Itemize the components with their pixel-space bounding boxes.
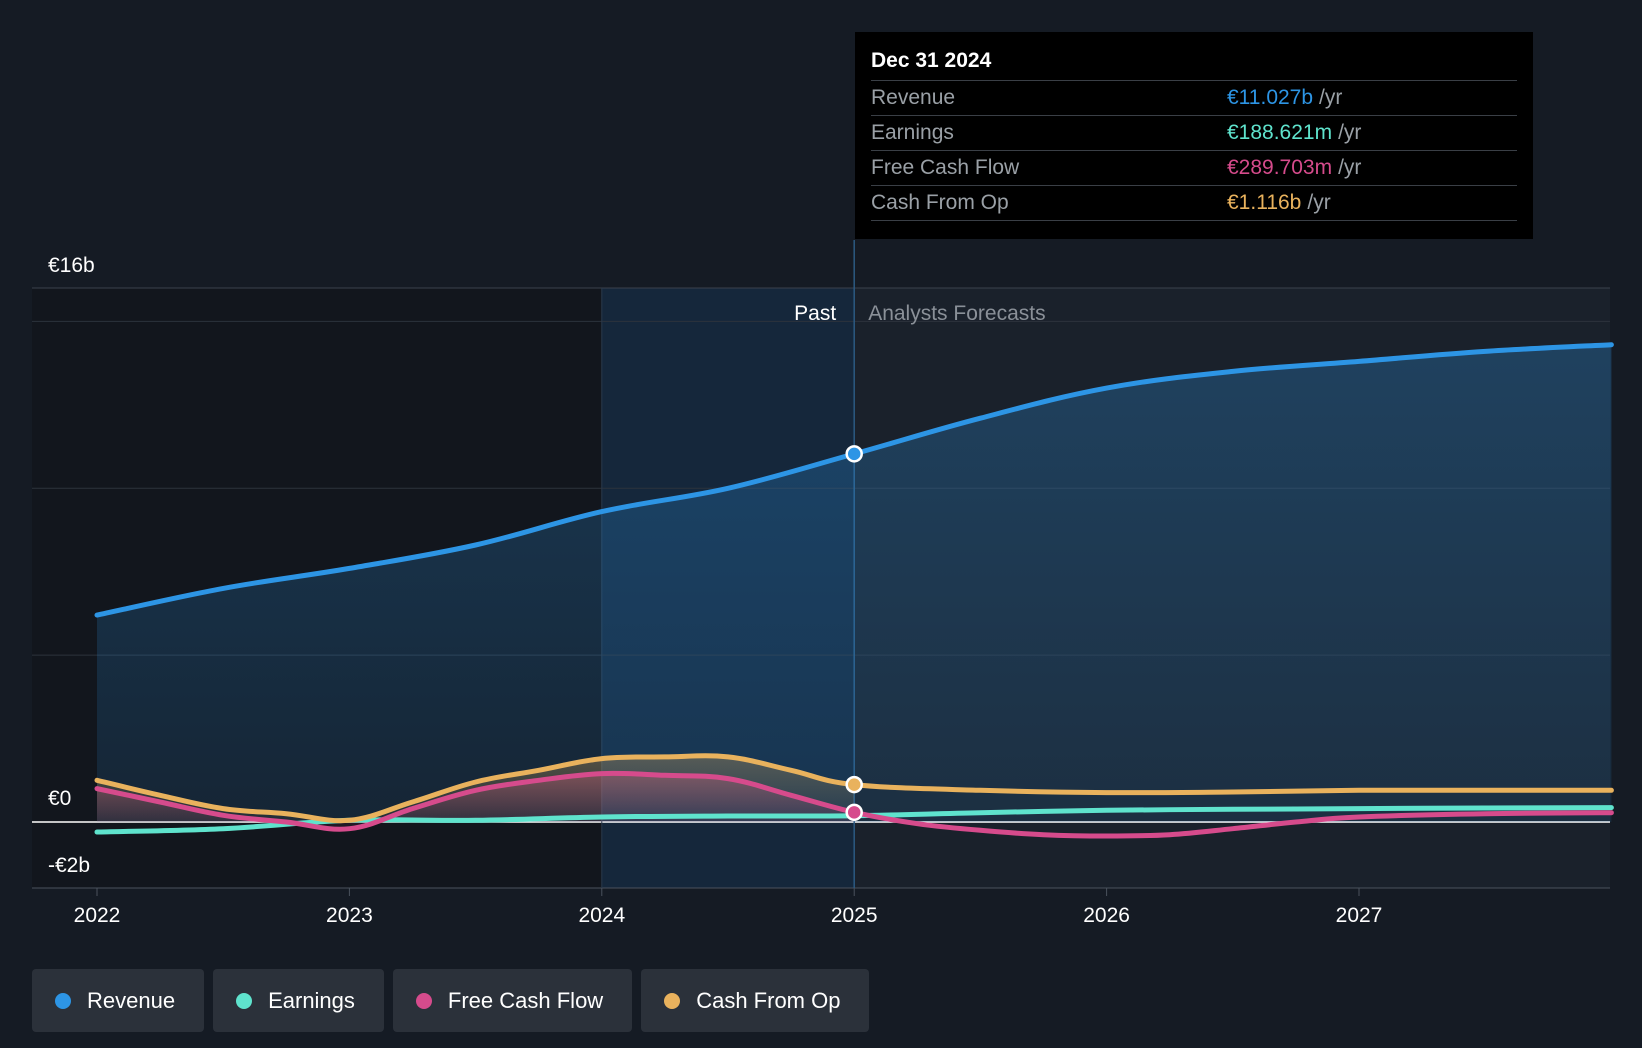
revenue-marker — [845, 445, 863, 463]
x-tick-label: 2026 — [1083, 904, 1130, 927]
tooltip-label: Free Cash Flow — [871, 156, 1020, 179]
cash-from-op-line — [94, 753, 1614, 824]
tooltip-unit: /yr — [1338, 121, 1362, 144]
tooltip-value: €289.703m — [1227, 156, 1333, 179]
tooltip-row-cash-from-op: Cash From Op €1.116b /yr — [871, 186, 1517, 221]
tooltip-label: Earnings — [871, 121, 954, 144]
legend-label: Earnings — [268, 987, 355, 1013]
tooltip-row-free-cash-flow: Free Cash Flow €289.703m /yr — [871, 151, 1517, 186]
legend-item-earnings[interactable]: Earnings — [213, 969, 384, 1032]
tooltip-unit: /yr — [1338, 156, 1362, 179]
x-tick-label: 2027 — [1336, 904, 1383, 927]
x-tick-label: 2025 — [831, 904, 878, 927]
legend-dot-icon — [415, 992, 432, 1009]
legend-item-free-cash-flow[interactable]: Free Cash Flow — [392, 969, 633, 1032]
forecast-label: Analysts Forecasts — [868, 302, 1045, 325]
free-cash-flow-marker — [845, 803, 863, 822]
tooltip-value: €188.621m — [1227, 121, 1333, 144]
legend-label: Free Cash Flow — [447, 987, 604, 1013]
x-tick-label: 2023 — [326, 904, 373, 927]
y-tick-label: €16b — [48, 254, 95, 277]
legend-dot-icon — [55, 992, 71, 1009]
tooltip-value: €1.116b — [1227, 191, 1302, 214]
x-tick-label: 2022 — [74, 904, 121, 927]
legend-label: Revenue — [87, 987, 176, 1013]
tooltip-row-revenue: Revenue €11.027b /yr — [871, 81, 1517, 116]
revenue-area — [97, 344, 1612, 822]
past-label: Past — [794, 302, 836, 325]
y-tick-label: €0 — [48, 787, 71, 810]
tooltip-date: Dec 31 2024 — [871, 46, 1517, 81]
free-cash-flow-line — [94, 770, 1614, 839]
tooltip: Dec 31 2024 Revenue €11.027b /yr Earning… — [855, 32, 1533, 239]
tooltip-value: €11.027b — [1227, 86, 1314, 109]
legend-dot-icon — [236, 992, 253, 1009]
x-tick-label: 2024 — [578, 904, 625, 927]
legend-item-revenue[interactable]: Revenue — [32, 969, 205, 1032]
legend-label: Cash From Op — [696, 987, 841, 1013]
tooltip-label: Revenue — [871, 86, 956, 109]
tooltip-label: Cash From Op — [871, 191, 1009, 214]
legend-dot-icon — [664, 992, 681, 1009]
cash-from-op-marker — [845, 775, 863, 794]
tooltip-unit: /yr — [1319, 86, 1343, 109]
y-tick-label: -€2b — [48, 854, 90, 877]
tooltip-row-earnings: Earnings €188.621m /yr — [871, 116, 1517, 151]
legend: Revenue Earnings Free Cash Flow Cash Fro… — [32, 969, 870, 1032]
legend-item-cash-from-op[interactable]: Cash From Op — [641, 969, 870, 1032]
tooltip-unit: /yr — [1307, 191, 1331, 214]
